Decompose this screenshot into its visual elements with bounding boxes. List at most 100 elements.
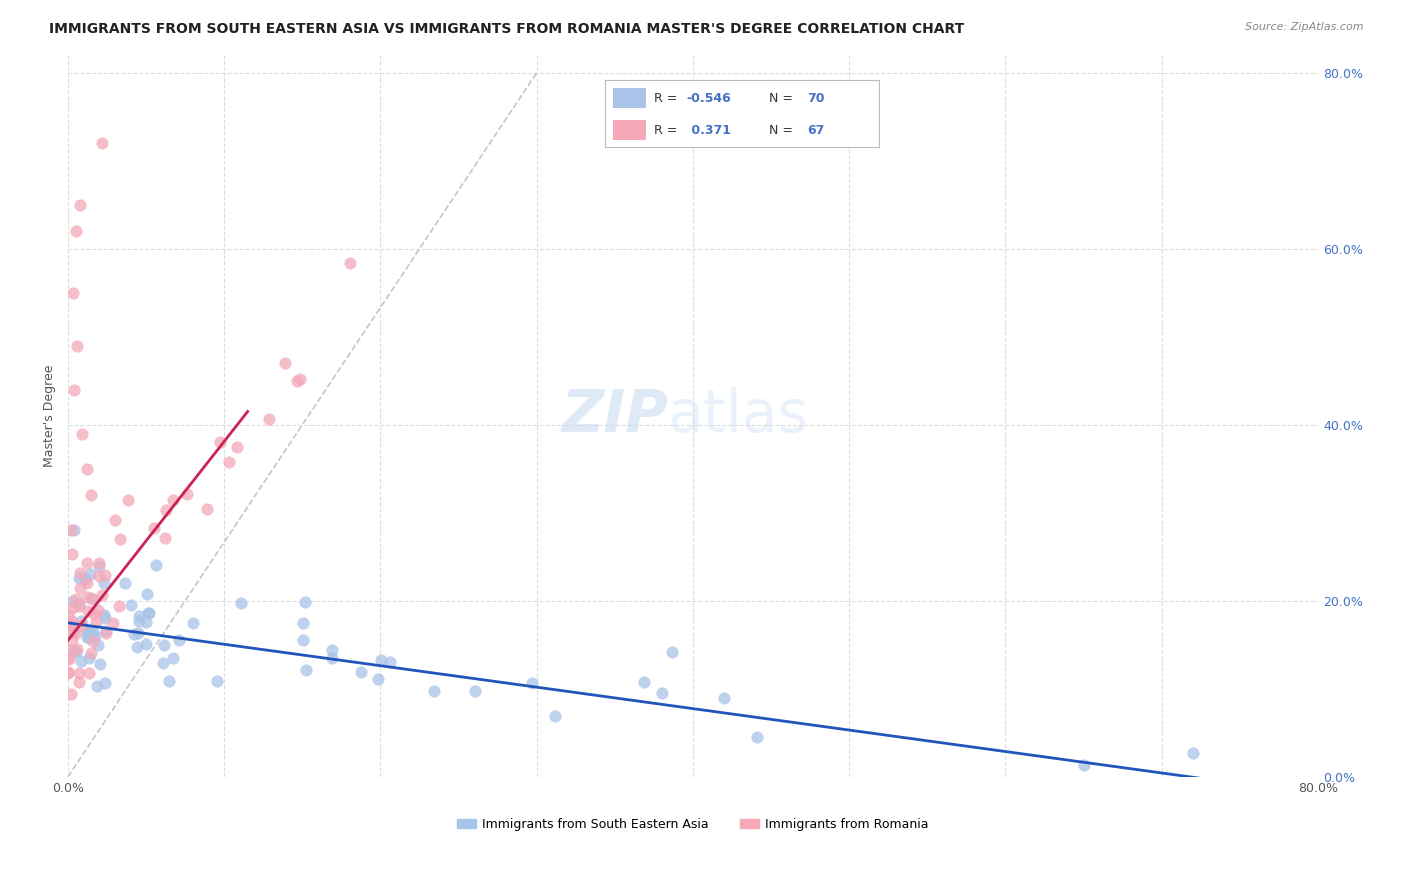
Point [162, 493, 184, 508]
Point [292, 615, 315, 630]
Point [181, 615, 204, 630]
Point [82, 591, 104, 606]
Point [143, 521, 166, 535]
Point [76, 576, 98, 591]
Point [378, 655, 401, 669]
Point [117, 493, 139, 508]
Point [122, 626, 145, 640]
Point [87, 603, 110, 617]
Point [218, 455, 240, 469]
Point [339, 255, 361, 269]
Point [162, 651, 184, 665]
Point [58, 643, 80, 657]
Point [274, 356, 297, 370]
FancyBboxPatch shape [613, 120, 645, 140]
Text: Source: ZipAtlas.com: Source: ZipAtlas.com [1246, 22, 1364, 32]
Point [94, 625, 117, 640]
Point [65, 591, 87, 606]
Point [82, 625, 104, 640]
Point [79, 624, 101, 639]
Point [120, 598, 142, 612]
Point [128, 608, 150, 623]
Point [65, 625, 87, 640]
Point [94, 675, 117, 690]
Point [67, 599, 90, 614]
Point [60, 593, 83, 607]
Point [65, 224, 87, 238]
Point [157, 674, 180, 689]
Text: N =: N = [769, 124, 797, 137]
Point [62, 625, 84, 640]
Point [207, 674, 229, 689]
Point [747, 731, 769, 745]
Point [59, 687, 82, 701]
Text: atlas: atlas [668, 387, 808, 444]
Point [138, 607, 160, 621]
Point [155, 531, 177, 545]
Point [83, 607, 105, 621]
Point [62, 285, 84, 300]
Point [67, 571, 90, 585]
Point [285, 374, 308, 388]
Point [86, 679, 108, 693]
Point [62, 618, 84, 632]
Point [89, 657, 111, 671]
Point [86, 615, 108, 629]
Point [350, 665, 373, 679]
Point [56, 650, 79, 665]
Point [288, 372, 311, 386]
Point [62, 524, 84, 538]
Point [209, 434, 232, 449]
Point [69, 198, 91, 212]
Point [127, 640, 149, 654]
Point [58, 607, 80, 622]
Point [77, 651, 100, 665]
Point [321, 651, 343, 665]
Point [91, 136, 114, 150]
Point [155, 503, 177, 517]
Point [87, 558, 110, 573]
Point [464, 683, 486, 698]
Point [76, 556, 98, 570]
Point [101, 615, 124, 630]
Point [69, 581, 91, 595]
Point [108, 599, 131, 614]
Point [62, 644, 84, 658]
Point [67, 597, 90, 611]
Point [153, 638, 176, 652]
Text: 0.371: 0.371 [688, 124, 731, 137]
Point [70, 615, 93, 629]
FancyBboxPatch shape [613, 88, 645, 109]
Point [77, 631, 100, 645]
Point [66, 338, 89, 352]
Point [422, 683, 444, 698]
Point [84, 629, 107, 643]
Point [294, 595, 316, 609]
Point [370, 653, 392, 667]
Point [89, 569, 111, 583]
Point [80, 488, 103, 502]
Point [76, 590, 98, 604]
Point [257, 411, 280, 425]
Point [87, 638, 110, 652]
Text: 67: 67 [807, 124, 825, 137]
Point [152, 656, 174, 670]
Point [66, 641, 89, 656]
Point [94, 568, 117, 582]
Point [76, 625, 98, 640]
Point [60, 524, 83, 538]
Point [108, 532, 131, 546]
Point [67, 675, 90, 690]
Text: R =: R = [654, 92, 682, 105]
Text: 70: 70 [807, 92, 825, 105]
Point [128, 614, 150, 628]
Point [77, 665, 100, 680]
Point [82, 633, 104, 648]
Legend: Immigrants from South Eastern Asia, Immigrants from Romania: Immigrants from South Eastern Asia, Immi… [453, 813, 934, 836]
Point [291, 633, 314, 648]
Y-axis label: Master's Degree: Master's Degree [44, 365, 56, 467]
Point [76, 462, 98, 476]
Point [60, 600, 83, 615]
Point [76, 630, 98, 644]
Point [661, 645, 683, 659]
